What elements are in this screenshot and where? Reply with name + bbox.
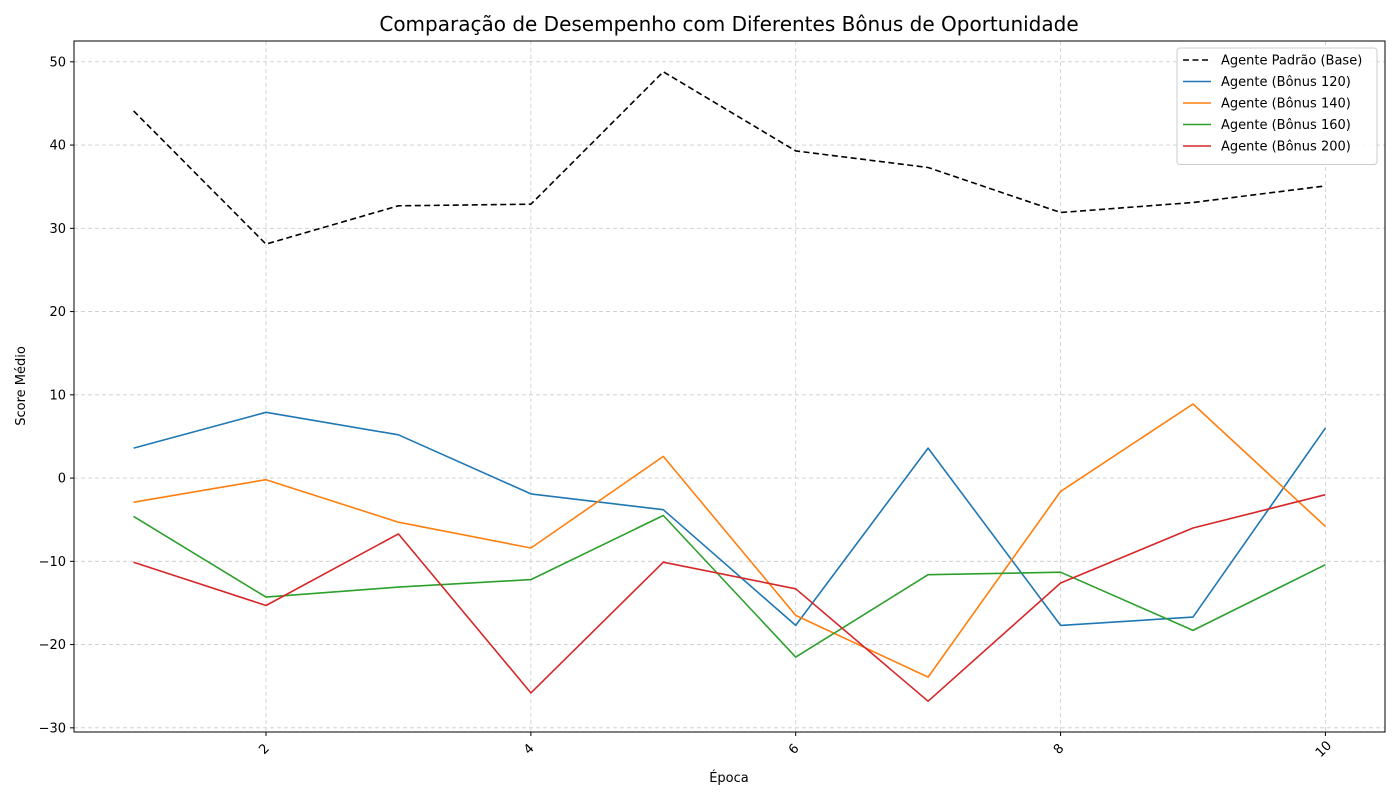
- y-tick-label: −30: [39, 721, 66, 736]
- x-tick-label: 10: [1313, 738, 1335, 760]
- y-tick-label: 30: [49, 222, 66, 237]
- x-tick-label: 6: [786, 741, 802, 757]
- legend-label-2: Agente (Bônus 140): [1221, 97, 1351, 112]
- plot-frame: [73, 40, 1386, 733]
- legend-label-4: Agente (Bônus 200): [1221, 140, 1351, 155]
- y-tick-label: −10: [39, 555, 66, 570]
- y-tick-label: 0: [58, 472, 66, 487]
- series-lines: [133, 71, 1327, 703]
- series-line-4: [133, 493, 1326, 703]
- chart-title: Comparação de Desempenho com Diferentes …: [379, 12, 1078, 36]
- y-tick-label: 20: [49, 305, 66, 320]
- legend-label-0: Agente Padrão (Base): [1221, 54, 1362, 69]
- series-line-2: [133, 403, 1326, 678]
- y-axis-label: Score Médio: [14, 346, 29, 426]
- y-tick-label: 10: [49, 388, 66, 403]
- series-line-1: [133, 411, 1327, 627]
- legend-label-1: Agente (Bônus 120): [1221, 75, 1351, 90]
- grid: [74, 41, 1385, 732]
- y-tick-label: 50: [49, 55, 66, 70]
- legend-label-3: Agente (Bônus 160): [1221, 118, 1351, 133]
- series-line-3: [133, 514, 1326, 658]
- legend-box: [1176, 47, 1378, 165]
- x-tick-label: 8: [1051, 741, 1067, 757]
- x-tick-label: 2: [256, 741, 272, 757]
- y-tick-label: 40: [49, 139, 66, 154]
- y-tick-label: −20: [39, 638, 66, 653]
- x-axis-label: Época: [709, 770, 749, 786]
- axes: [70, 40, 1386, 736]
- legend: Agente Padrão (Base) Agente (Bônus 120) Ag…: [1176, 47, 1378, 165]
- tick-labels: 2 4 6 8 10 −30 −20 −10 0 10 20 30 40 50: [39, 55, 1336, 760]
- x-tick-label: 4: [521, 741, 537, 757]
- series-line-0: [133, 71, 1326, 245]
